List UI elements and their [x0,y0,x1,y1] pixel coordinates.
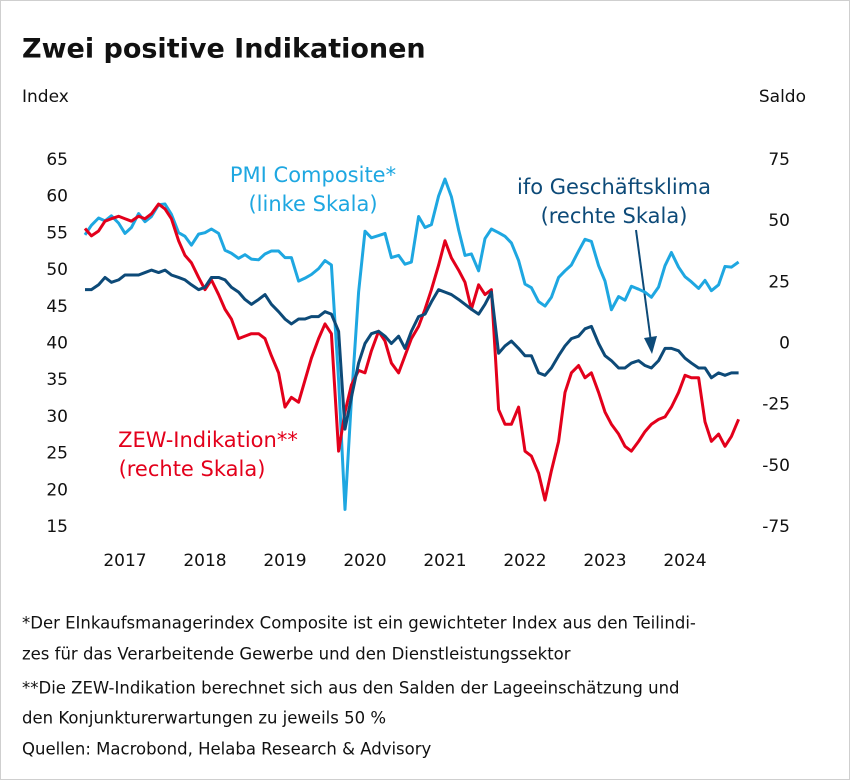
series-line [83,177,740,511]
y2-tick-label: 25 [768,272,790,292]
y-tick-label: 65 [46,150,68,170]
x-tick-label: 2024 [663,551,706,571]
x-tick-label: 2017 [103,551,146,571]
y2-tick-label: -25 [762,395,790,415]
y2-tick-label: -50 [762,456,790,476]
y-tick-label: 40 [46,334,68,354]
y2-tick-label: -75 [762,517,790,537]
series-label: ZEW-Indikation** [118,428,298,452]
arrow-shaft [635,229,652,343]
arrow-head [644,336,657,354]
y-tick-label: 55 [46,223,68,243]
series-line [83,202,740,502]
y-tick-label: 30 [46,407,68,427]
x-tick-label: 2021 [423,551,466,571]
y-tick-label: 60 [46,187,68,207]
series-label: PMI Composite* [230,163,396,187]
y2-tick-label: 0 [779,334,790,354]
y-axis-label: Index [22,87,69,107]
y2-tick-label: 50 [768,211,790,231]
series-line [85,268,739,431]
series-label: ifo Geschäftsklima [517,175,711,199]
x-tick-label: 2022 [503,551,546,571]
footnote: zes für das Verarbeitende Gewerbe und de… [22,645,571,664]
series-note: (rechte Skala) [119,457,266,481]
x-tick-label: 2020 [343,551,386,571]
footnote: den Konjunkturerwartungen zu jeweils 50 … [22,709,386,728]
y-tick-label: 35 [46,370,68,390]
x-tick-label: 2023 [583,551,626,571]
series-note: (rechte Skala) [541,204,688,228]
x-tick-label: 2018 [183,551,226,571]
y-tick-label: 45 [46,297,68,317]
y-tick-label: 50 [46,260,68,280]
footnote: **Die ZEW-Indikation berechnet sich aus … [22,679,680,698]
y2-tick-label: 75 [768,150,790,170]
y-tick-label: 25 [46,444,68,464]
y-tick-label: 15 [46,517,68,537]
y2-axis-label: Saldo [759,87,806,107]
chart-title: Zwei positive Indikationen [22,34,426,65]
x-tick-label: 2019 [263,551,306,571]
series-note: (linke Skala) [248,192,377,216]
footnote: Quellen: Macrobond, Helaba Research & Ad… [22,740,432,759]
footnote: *Der EInkaufsmanagerindex Composite ist … [22,614,696,633]
y-tick-label: 20 [46,480,68,500]
